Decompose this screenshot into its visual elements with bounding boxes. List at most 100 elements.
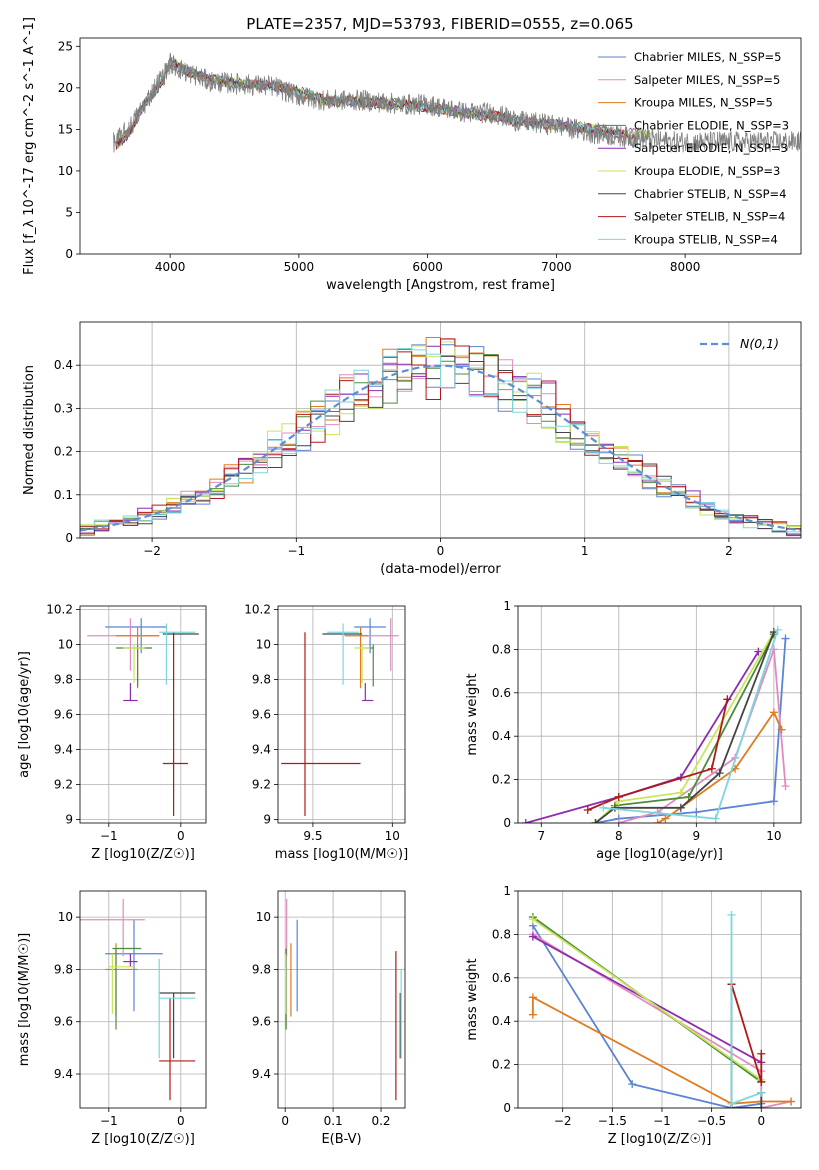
y-tick-label: 0: [65, 247, 73, 261]
y-tick-label: 0.2: [492, 773, 511, 787]
y-tick-label: 9.6: [54, 1015, 73, 1029]
y-tick-label: 0: [65, 531, 73, 545]
y-tick-label: 5: [65, 205, 73, 219]
weight-line: [594, 633, 775, 823]
x-tick-label: 0: [177, 1114, 185, 1128]
y-tick-label: 0.8: [492, 927, 511, 941]
plot-area: [285, 898, 402, 1101]
weight-marker: [521, 819, 530, 823]
legend-label: Kroupa STELIB, N_SSP=4: [634, 232, 778, 246]
y-tick-label: 10: [256, 910, 271, 924]
x-axis-label: mass [log10(M/M☉)]: [275, 847, 408, 862]
y-tick-label: 9.4: [252, 743, 271, 757]
y-tick-label: 10.2: [46, 603, 73, 617]
x-tick-label: 0: [437, 544, 445, 558]
weight-line: [594, 631, 775, 823]
weight-marker: [676, 788, 685, 797]
panel-mass-vs-EBV: 0 0.1 0.2 9.4 9.6 9.8 10 E(B-V): [252, 890, 406, 1147]
legend: Chabrier MILES, N_SSP=5 Salpeter MILES, N…: [598, 50, 789, 246]
x-tick-label: −1: [100, 1114, 118, 1128]
x-tick-label: 1: [581, 544, 589, 558]
axes-frame: [517, 890, 802, 1109]
legend-label: Salpeter ELODIE, N_SSP=3: [634, 141, 788, 155]
y-tick-label: 9.8: [54, 962, 73, 976]
y-tick-label: 0.2: [492, 1058, 511, 1072]
x-axis-label: wavelength [Angstrom, rest frame]: [326, 278, 555, 293]
panel-weight-vs-age: 7 8 9 10 0 0.2 0.4 0.6 0.8 1 age [log10(age/yr)] ma…: [465, 599, 802, 862]
weight-marker: [653, 819, 662, 823]
weight-marker: [769, 797, 778, 806]
y-tick-label: 20: [58, 81, 73, 95]
legend: N(0,1): [700, 336, 779, 351]
weight-marker: [787, 1097, 796, 1106]
legend-label: Chabrier MILES, N_SSP=5: [634, 50, 781, 64]
y-tick-label: 0.4: [54, 358, 73, 372]
axes-frame: [277, 890, 406, 1109]
y-tick-label: 0.1: [54, 488, 73, 502]
x-tick-label: 0.2: [371, 1114, 390, 1128]
weight-marker: [781, 782, 790, 791]
weight-marker: [711, 814, 720, 823]
y-axis-label: age [log10(age/yr)]: [17, 651, 32, 778]
weight-marker: [599, 803, 608, 812]
weight-marker: [676, 803, 685, 812]
panel-age-vs-mass: 9.5 10 9 9.2 9.4 9.6 9.8 10 10.2 mass [log10(M/M☉…: [244, 603, 408, 863]
weight-marker: [757, 1088, 766, 1097]
weight-marker: [754, 647, 763, 656]
y-tick-label: 15: [58, 122, 73, 136]
y-axis-label: Flux [f_λ 10^-17 erg cm^-2 s^-1 A^-1]: [22, 17, 37, 275]
figure-title: PLATE=2357, MJD=53793, FIBERID=0555, z=0…: [246, 15, 633, 33]
x-tick-label: 4000: [155, 260, 186, 274]
x-tick-label: −1: [100, 829, 118, 843]
panel-age-vs-Z: −1 0 9 9.2 9.4 9.6 9.8 10 10.2 Z [log10(Z/Z☉)] age…: [17, 603, 207, 862]
y-axis-label: mass weight: [465, 673, 480, 755]
histogram-step: [80, 348, 801, 538]
y-tick-label: 10.2: [244, 603, 271, 617]
weight-line: [532, 925, 763, 1108]
weight-marker: [769, 708, 778, 717]
panel-weight-vs-Z: −2 −1.5 −1 −0.5 0 0 0.2 0.4 0.6 0.8 1 Z [log10(Z/Z☉…: [465, 884, 802, 1147]
y-tick-label: 0.2: [54, 445, 73, 459]
plot-area: [281, 618, 399, 816]
weight-marker: [684, 792, 693, 801]
weight-marker: [727, 1099, 736, 1108]
x-tick-label: 7000: [541, 260, 572, 274]
weight-marker: [661, 814, 670, 823]
weight-marker: [757, 1077, 766, 1086]
plot-area: [87, 618, 199, 816]
weight-marker: [628, 1080, 637, 1089]
y-tick-label: 9.2: [54, 778, 73, 792]
y-tick-label: 9.8: [54, 673, 73, 687]
x-tick-label: 10: [766, 829, 781, 843]
legend-label: Kroupa MILES, N_SSP=5: [634, 96, 773, 110]
weight-marker: [715, 769, 724, 778]
y-axis-label: mass weight: [465, 958, 480, 1040]
panel-spectrum: Chabrier MILES, N_SSP=5 Salpeter MILES, N…: [22, 17, 802, 293]
y-tick-label: 9.8: [252, 962, 271, 976]
y-tick-label: 9.8: [252, 673, 271, 687]
x-tick-label: 0: [177, 829, 185, 843]
y-tick-label: 9.6: [54, 708, 73, 722]
weight-line: [730, 914, 762, 1105]
weight-line: [587, 699, 729, 811]
axes-frame: [79, 37, 802, 255]
y-tick-label: 0.6: [492, 686, 511, 700]
x-tick-label: −0.5: [697, 1114, 726, 1128]
plot-area: [80, 898, 196, 1101]
legend-label: Chabrier ELODIE, N_SSP=3: [634, 118, 789, 132]
legend-label: Salpeter MILES, N_SSP=5: [634, 73, 780, 87]
x-tick-label: −2: [554, 1114, 572, 1128]
weight-marker: [528, 1010, 537, 1019]
weight-marker: [692, 808, 701, 817]
weight-marker: [781, 634, 790, 643]
y-tick-label: 0.8: [492, 642, 511, 656]
y-tick-label: 9.6: [252, 708, 271, 722]
x-tick-label: −1: [653, 1114, 671, 1128]
x-tick-label: 9: [693, 829, 701, 843]
weight-marker: [528, 993, 537, 1002]
y-tick-label: 10: [58, 164, 73, 178]
x-axis-label: Z [log10(Z/Z☉)]: [91, 847, 195, 862]
x-tick-label: 6000: [412, 260, 443, 274]
x-tick-label: −2: [143, 544, 161, 558]
